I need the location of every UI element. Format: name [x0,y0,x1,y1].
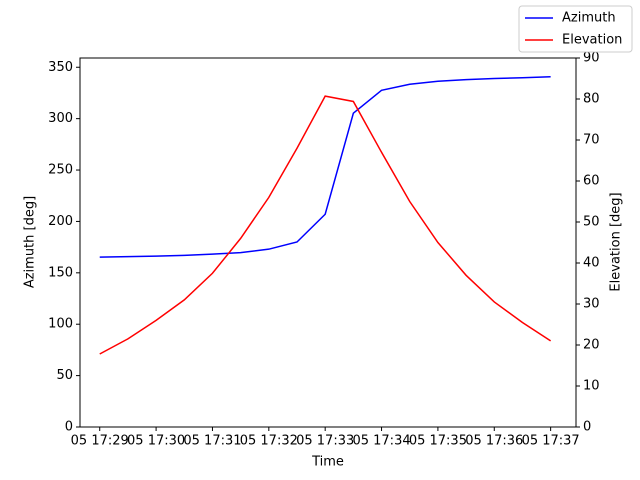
y-tick-label: 100 [48,317,73,332]
y-tick-label: 0 [65,420,73,435]
y-tick-label: 350 [48,60,73,75]
y-tick-label: 250 [48,163,73,178]
y2-tick-label: 0 [583,420,591,435]
y2-axis-label: Elevation [deg] [609,192,624,291]
y2-tick-label: 40 [583,256,600,271]
y2-tick-label: 60 [583,174,600,189]
x-tick-label: 05 17:37 [522,434,580,449]
x-tick-label: 05 17:29 [71,434,129,449]
x-tick-label: 05 17:31 [183,434,241,449]
x-tick-label: 05 17:33 [296,434,354,449]
x-tick-label: 05 17:35 [409,434,467,449]
series-line [99,75,551,258]
y2-tick-label: 70 [583,133,600,148]
x-tick-label: 05 17:32 [240,434,298,449]
y2-tick-label: 20 [583,338,600,353]
y-tick-label: 150 [48,265,73,280]
y2-tick-label: 90 [583,51,600,66]
y2-tick-label: 50 [583,215,600,230]
x-tick-label: 05 17:34 [352,434,410,449]
x-tick-label: 05 17:30 [127,434,185,449]
y-tick-label: 50 [56,368,73,383]
y-tick-label: 300 [48,111,73,126]
x-axis-label: Time [311,455,344,470]
y-axis-label: Azimuth [deg] [23,196,38,288]
y2-tick-label: 30 [583,297,600,312]
series-line [99,95,552,355]
x-tick-label: 05 17:36 [465,434,523,449]
legend-label: Elevation [562,33,622,48]
y2-tick-label: 80 [583,92,600,107]
legend-label: Azimuth [562,11,616,26]
plot-frame [79,57,577,428]
y2-tick-label: 10 [583,379,600,394]
y-tick-label: 200 [48,214,73,229]
